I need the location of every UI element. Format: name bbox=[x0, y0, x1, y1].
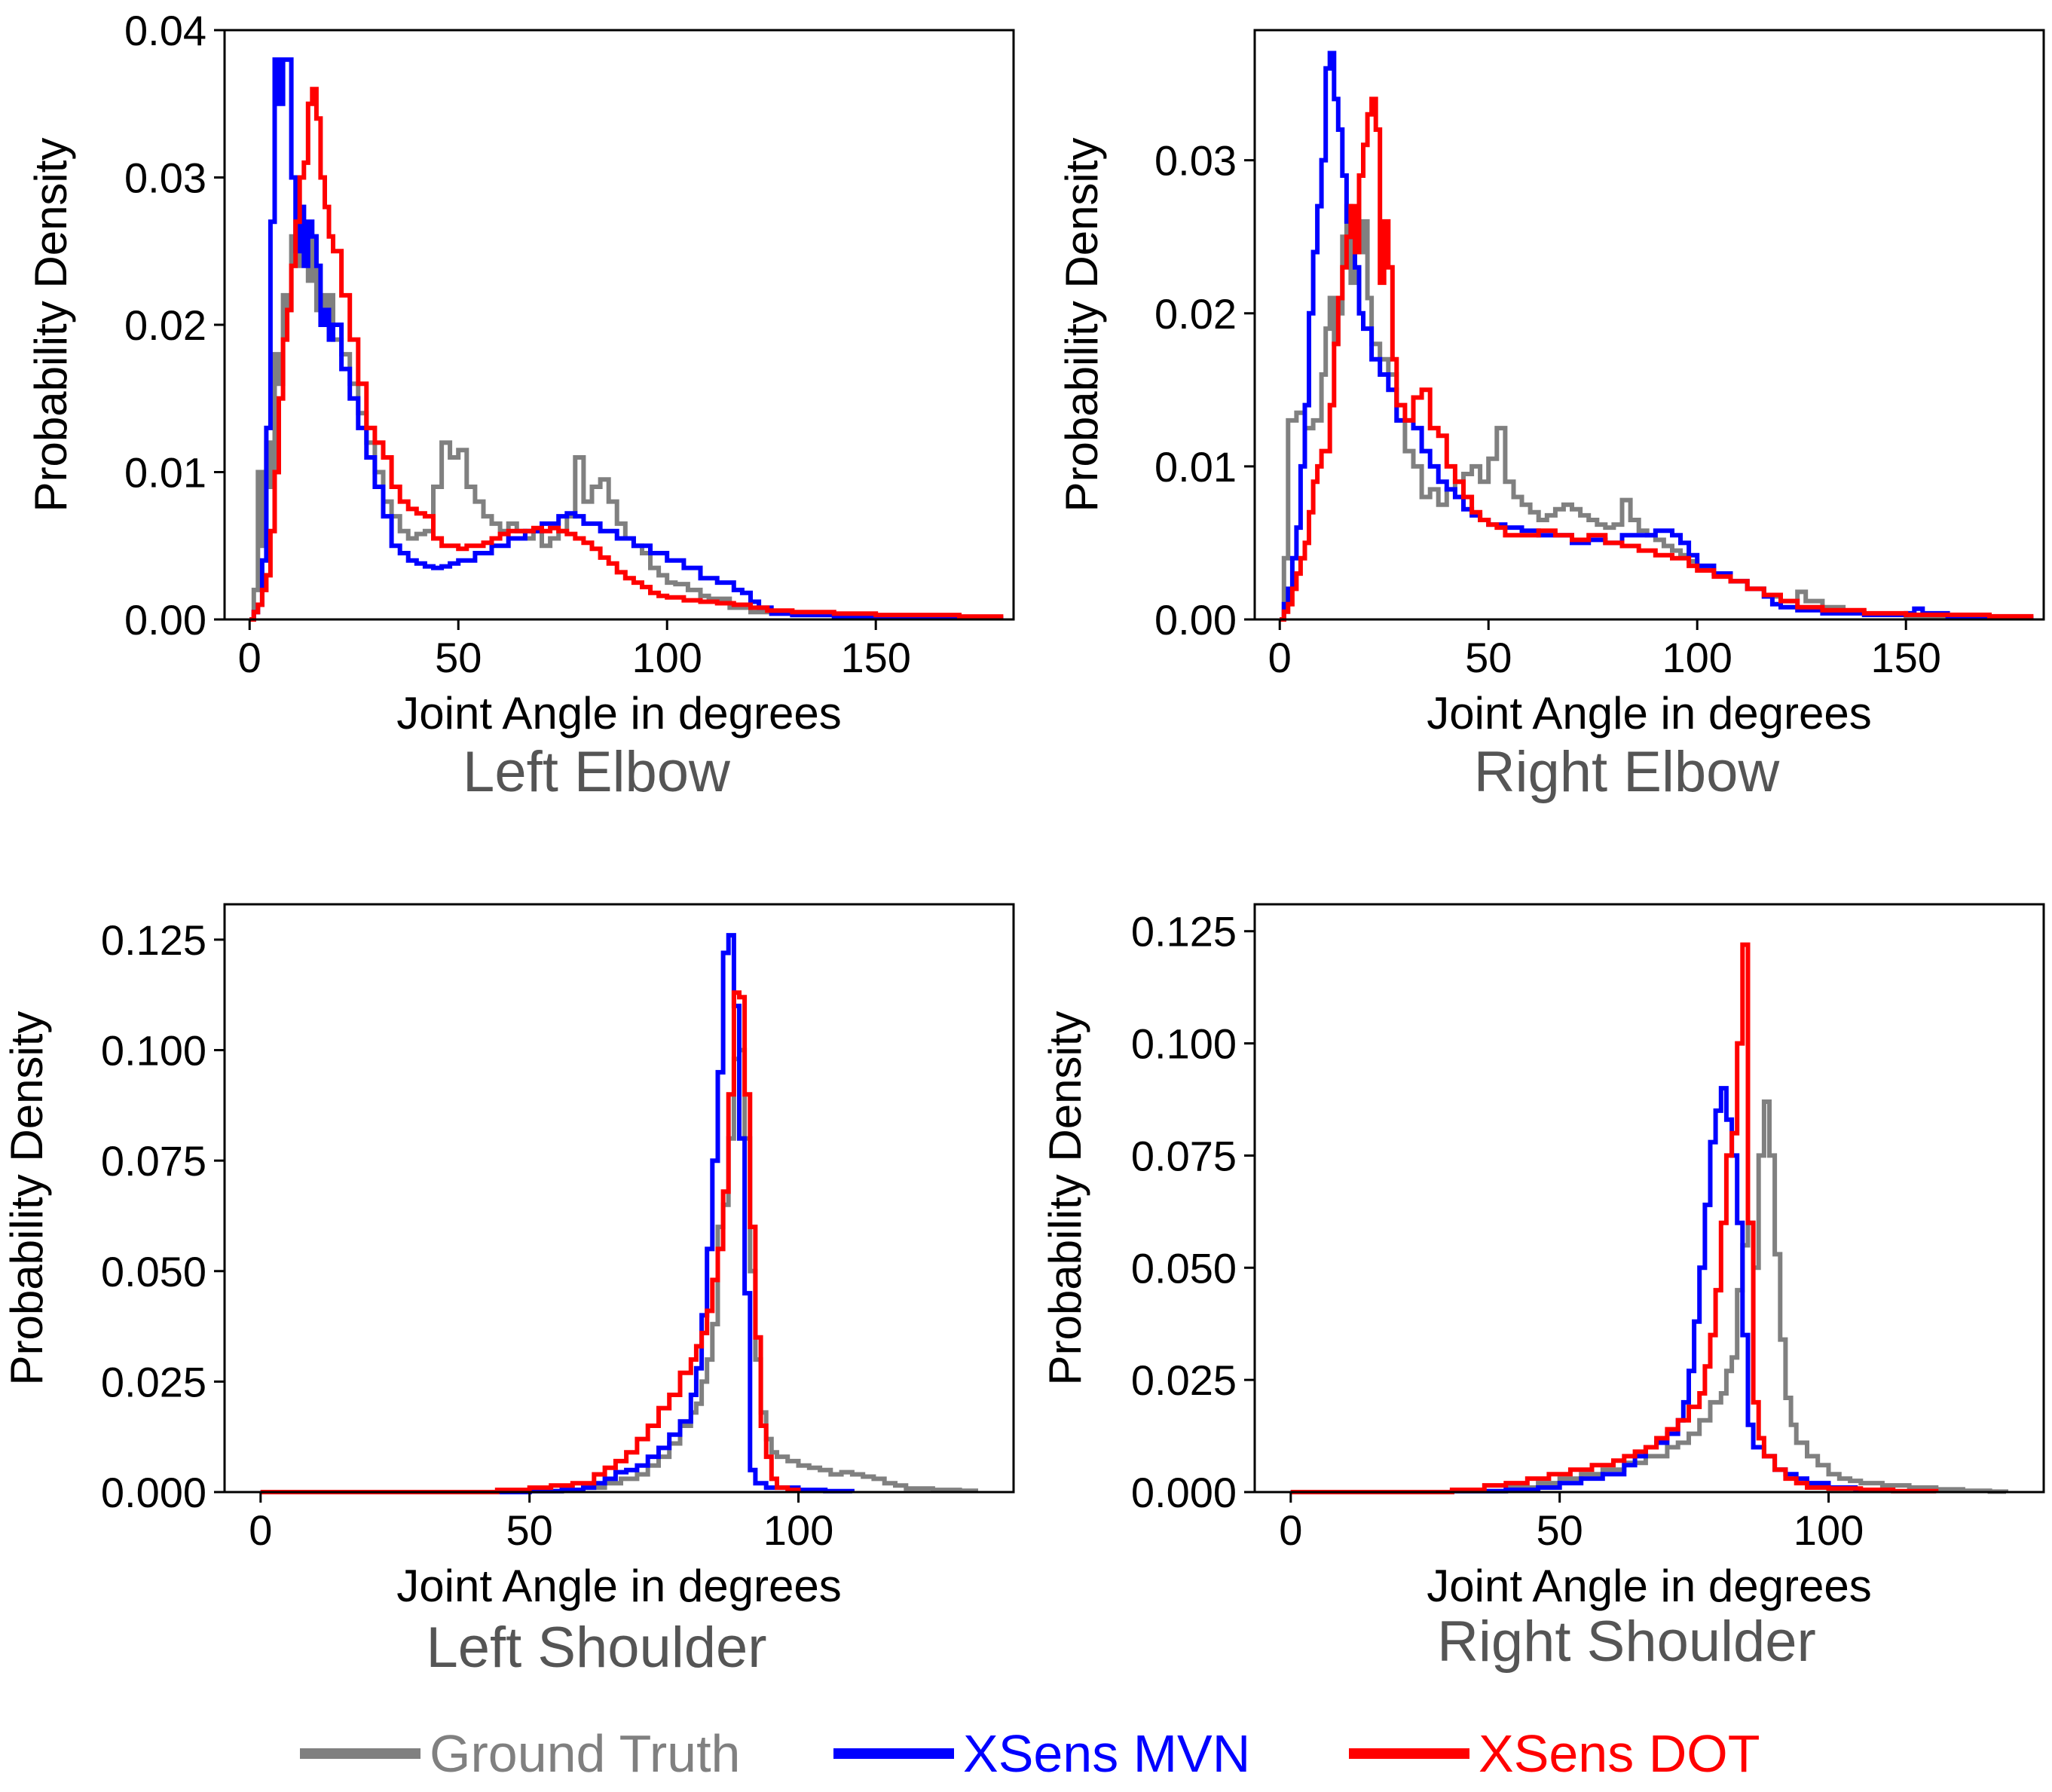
left-elbow-x-tick-label: 100 bbox=[632, 634, 702, 681]
legend-swatch-xsens-mvn bbox=[833, 1748, 954, 1759]
left-elbow-y-tick-label: 0.04 bbox=[124, 7, 206, 54]
right-shoulder-chart: 0 50 100 0.000 0.025 0.050 0.075 0.100 0.125 Join… bbox=[1040, 903, 2045, 1674]
left-shoulder-x-tick-label: 100 bbox=[763, 1506, 833, 1554]
left-elbow-x-tick-label: 0 bbox=[238, 634, 261, 681]
left-elbow-y-tick-label: 0.03 bbox=[124, 154, 206, 202]
left-elbow-y-tick-label: 0.01 bbox=[124, 449, 206, 497]
left-shoulder-y-tick-label: 0.125 bbox=[101, 916, 206, 964]
right-elbow-x-tick-label: 50 bbox=[1465, 634, 1512, 681]
left-elbow-chart: 0 50 100 150 0.00 0.01 0.02 0.03 0.04 Joint Angle… bbox=[26, 7, 1015, 804]
left-elbow-y-tick-label: 0.02 bbox=[124, 301, 206, 349]
left-shoulder-y-tick-label: 0.000 bbox=[101, 1469, 206, 1516]
right-elbow-y-tick-label: 0.02 bbox=[1154, 290, 1237, 338]
legend: Ground Truth XSens MVN XSens DOT bbox=[0, 1720, 2052, 1787]
left-shoulder-y-tick-label: 0.050 bbox=[101, 1248, 206, 1295]
right-shoulder-y-axis-label: Probability Density bbox=[1040, 1011, 1090, 1386]
left-shoulder-panel-title: Left Shoulder bbox=[426, 1616, 766, 1680]
right-shoulder-x-axis-label: Joint Angle in degrees bbox=[1427, 1561, 1871, 1611]
right-elbow-panel-title: Right Elbow bbox=[1474, 740, 1781, 804]
right-shoulder-y-tick-label: 0.100 bbox=[1131, 1020, 1237, 1068]
right-shoulder-panel-title: Right Shoulder bbox=[1437, 1610, 1816, 1674]
left-elbow-series-xsens-dot bbox=[249, 87, 1004, 622]
legend-label-ground-truth: Ground Truth bbox=[430, 1724, 741, 1783]
right-shoulder-y-tick-label: 0.075 bbox=[1131, 1132, 1237, 1179]
legend-label-xsens-dot: XSens DOT bbox=[1479, 1724, 1760, 1783]
legend-label-xsens-mvn: XSens MVN bbox=[963, 1724, 1251, 1783]
legend-swatch-ground-truth bbox=[300, 1748, 420, 1759]
left-elbow-y-tick-label: 0.00 bbox=[124, 596, 206, 644]
right-shoulder-series-ground-truth bbox=[1290, 1099, 2008, 1494]
right-shoulder-y-tick-label: 0.125 bbox=[1131, 908, 1237, 956]
left-shoulder-series-xsens-mvn bbox=[260, 933, 855, 1494]
right-shoulder-y-tick-label: 0.000 bbox=[1131, 1469, 1237, 1516]
right-shoulder-plot-frame bbox=[1253, 903, 2045, 1494]
left-shoulder-plot-frame bbox=[223, 903, 1015, 1494]
left-shoulder-y-tick-label: 0.025 bbox=[101, 1358, 206, 1405]
left-elbow-panel-title: Left Elbow bbox=[463, 740, 731, 804]
left-elbow-x-tick-label: 50 bbox=[435, 634, 482, 681]
legend-swatch-xsens-dot bbox=[1349, 1748, 1469, 1759]
left-shoulder-chart: 0 50 100 0.000 0.025 0.050 0.075 0.100 0.125 Join… bbox=[2, 903, 1015, 1680]
left-shoulder-x-tick-label: 0 bbox=[249, 1506, 272, 1554]
right-shoulder-series-xsens-mvn bbox=[1290, 1086, 1885, 1494]
left-shoulder-y-tick-label: 0.100 bbox=[101, 1027, 206, 1075]
right-shoulder-x-tick-label: 100 bbox=[1794, 1506, 1864, 1554]
right-shoulder-series-xsens-dot bbox=[1290, 942, 1939, 1494]
left-elbow-x-tick-label: 150 bbox=[840, 634, 910, 681]
left-shoulder-x-axis-label: Joint Angle in degrees bbox=[396, 1561, 841, 1611]
right-elbow-chart: 0 50 100 150 0.00 0.01 0.02 0.03 Joint Angle in … bbox=[1057, 29, 2045, 804]
left-elbow-series-xsens-mvn bbox=[249, 57, 1004, 622]
right-elbow-y-axis-label: Probability Density bbox=[1057, 138, 1107, 512]
right-elbow-y-tick-label: 0.01 bbox=[1154, 443, 1237, 491]
legend-item-xsens-mvn: XSens MVN bbox=[833, 1720, 1250, 1787]
left-shoulder-x-tick-label: 50 bbox=[506, 1506, 553, 1554]
left-elbow-series-ground-truth bbox=[249, 204, 1004, 622]
right-elbow-x-tick-label: 150 bbox=[1870, 634, 1940, 681]
left-shoulder-series-ground-truth bbox=[260, 1047, 978, 1494]
right-shoulder-y-tick-label: 0.025 bbox=[1131, 1356, 1237, 1404]
right-elbow-series-xsens-dot bbox=[1280, 96, 2034, 622]
legend-item-xsens-dot: XSens DOT bbox=[1349, 1720, 1760, 1787]
left-shoulder-series-xsens-dot bbox=[260, 990, 801, 1494]
right-shoulder-x-tick-label: 50 bbox=[1537, 1506, 1583, 1554]
left-shoulder-y-tick-label: 0.075 bbox=[101, 1137, 206, 1185]
right-shoulder-y-tick-label: 0.050 bbox=[1131, 1244, 1237, 1292]
legend-item-ground-truth: Ground Truth bbox=[300, 1720, 740, 1787]
right-shoulder-x-tick-label: 0 bbox=[1279, 1506, 1302, 1554]
left-elbow-x-axis-label: Joint Angle in degrees bbox=[396, 688, 841, 739]
right-elbow-y-tick-label: 0.03 bbox=[1154, 137, 1237, 185]
right-elbow-series-xsens-mvn bbox=[1280, 50, 2034, 622]
right-elbow-x-tick-label: 100 bbox=[1662, 634, 1732, 681]
right-elbow-x-axis-label: Joint Angle in degrees bbox=[1427, 688, 1871, 739]
left-elbow-y-axis-label: Probability Density bbox=[26, 138, 76, 512]
left-shoulder-y-axis-label: Probability Density bbox=[2, 1011, 52, 1386]
right-elbow-plot-frame bbox=[1253, 29, 2045, 621]
right-elbow-x-tick-label: 0 bbox=[1268, 634, 1292, 681]
right-elbow-y-tick-label: 0.00 bbox=[1154, 596, 1237, 644]
